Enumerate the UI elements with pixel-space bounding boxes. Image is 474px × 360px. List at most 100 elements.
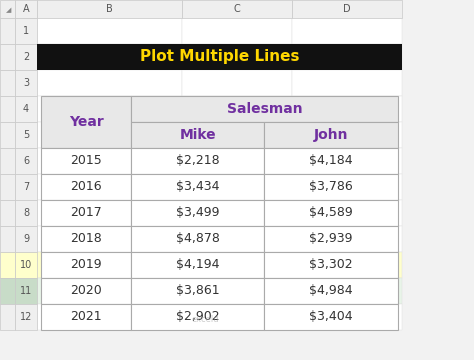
Text: $3,302: $3,302 xyxy=(310,258,353,271)
Bar xyxy=(37,96,182,122)
Text: Salesman: Salesman xyxy=(227,102,302,116)
Bar xyxy=(0,96,15,122)
Bar xyxy=(41,304,131,330)
Bar xyxy=(37,278,182,304)
Text: $4,878: $4,878 xyxy=(176,233,219,246)
Text: 2019: 2019 xyxy=(70,258,102,271)
Text: 2021: 2021 xyxy=(70,310,102,324)
Bar xyxy=(182,70,292,96)
Text: 4: 4 xyxy=(23,104,29,114)
Bar xyxy=(15,122,37,148)
Bar xyxy=(131,278,264,304)
Bar xyxy=(131,122,264,148)
Bar xyxy=(37,304,182,330)
Bar xyxy=(0,252,15,278)
Text: $2,218: $2,218 xyxy=(176,154,219,167)
Bar xyxy=(292,304,402,330)
Text: $4,184: $4,184 xyxy=(310,154,353,167)
Bar xyxy=(292,122,402,148)
Bar xyxy=(15,70,37,96)
Bar xyxy=(264,278,398,304)
Text: 2020: 2020 xyxy=(70,284,102,297)
Bar xyxy=(131,148,264,174)
Bar xyxy=(15,174,37,200)
Text: John: John xyxy=(314,128,348,142)
Bar xyxy=(292,200,402,226)
Bar xyxy=(264,304,398,330)
Text: 2018: 2018 xyxy=(70,233,102,246)
Text: 2015: 2015 xyxy=(70,154,102,167)
Text: $2,939: $2,939 xyxy=(310,233,353,246)
Bar xyxy=(0,278,15,304)
Bar xyxy=(37,148,182,174)
Bar xyxy=(15,200,37,226)
Bar xyxy=(0,148,15,174)
Text: 3: 3 xyxy=(23,78,29,88)
Bar xyxy=(264,200,398,226)
Bar xyxy=(131,304,264,330)
Bar xyxy=(15,96,37,122)
Bar xyxy=(264,252,398,278)
Bar xyxy=(292,0,402,18)
Bar xyxy=(37,44,402,70)
Bar xyxy=(0,0,15,18)
Text: 12: 12 xyxy=(20,312,32,322)
Bar xyxy=(182,304,292,330)
Text: 8: 8 xyxy=(23,208,29,218)
Text: 2: 2 xyxy=(23,52,29,62)
Text: 2017: 2017 xyxy=(70,207,102,220)
Bar xyxy=(264,174,398,200)
Text: $4,194: $4,194 xyxy=(176,258,219,271)
Bar xyxy=(182,226,292,252)
Bar xyxy=(15,18,37,44)
Bar xyxy=(15,44,37,70)
Text: 7: 7 xyxy=(23,182,29,192)
Text: $2,902: $2,902 xyxy=(176,310,219,324)
Bar xyxy=(37,0,182,18)
Bar xyxy=(182,96,292,122)
Bar xyxy=(0,200,15,226)
Text: $3,786: $3,786 xyxy=(310,180,353,194)
Text: Year: Year xyxy=(69,115,103,129)
Text: exceld: exceld xyxy=(192,315,219,324)
Text: 2016: 2016 xyxy=(70,180,102,194)
Bar xyxy=(0,18,15,44)
Text: C: C xyxy=(234,4,240,14)
Bar xyxy=(37,122,182,148)
Bar xyxy=(182,148,292,174)
Bar xyxy=(0,122,15,148)
Bar xyxy=(182,252,292,278)
Bar xyxy=(292,252,402,278)
Text: A: A xyxy=(23,4,29,14)
Bar xyxy=(41,174,131,200)
Text: Mike: Mike xyxy=(180,128,216,142)
Bar xyxy=(131,96,398,122)
Bar xyxy=(15,148,37,174)
Bar xyxy=(182,122,292,148)
Bar xyxy=(0,174,15,200)
Bar xyxy=(37,200,182,226)
Bar xyxy=(15,226,37,252)
Bar xyxy=(182,200,292,226)
Bar xyxy=(182,174,292,200)
Bar xyxy=(37,226,182,252)
Text: 6: 6 xyxy=(23,156,29,166)
Bar xyxy=(15,0,37,18)
Bar xyxy=(264,148,398,174)
Bar xyxy=(0,226,15,252)
Bar xyxy=(0,70,15,96)
Bar xyxy=(292,278,402,304)
Bar xyxy=(15,252,37,278)
Text: 11: 11 xyxy=(20,286,32,296)
Text: 9: 9 xyxy=(23,234,29,244)
Bar xyxy=(292,174,402,200)
Bar xyxy=(41,226,131,252)
Bar xyxy=(41,148,131,174)
Bar xyxy=(15,304,37,330)
Text: $3,499: $3,499 xyxy=(176,207,219,220)
Bar xyxy=(292,148,402,174)
Bar xyxy=(182,18,292,44)
Bar xyxy=(292,96,402,122)
Bar xyxy=(131,252,264,278)
Bar xyxy=(131,226,264,252)
